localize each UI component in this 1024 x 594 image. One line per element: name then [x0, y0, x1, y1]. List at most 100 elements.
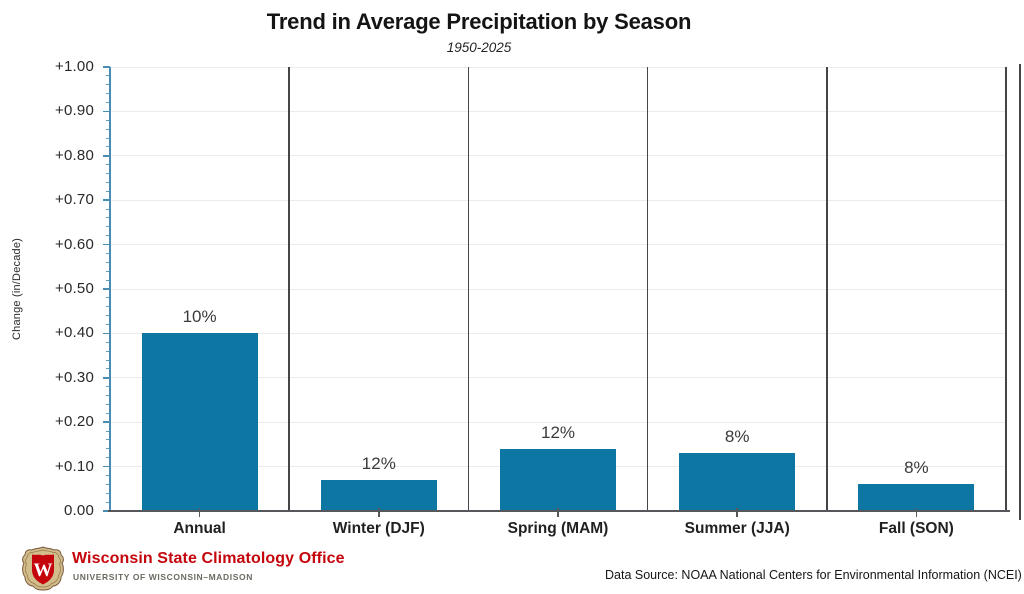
y-minor-tick [106, 395, 110, 397]
x-tick [378, 508, 380, 517]
y-minor-tick [106, 75, 110, 77]
y-minor-tick [106, 341, 110, 343]
x-category-label: Winter (DJF) [332, 520, 425, 537]
category-separator [646, 67, 649, 511]
bar [679, 453, 796, 511]
org-subname: UNIVERSITY OF WISCONSIN–MADISON [73, 572, 253, 582]
y-major-tick [103, 155, 110, 157]
y-minor-tick [106, 350, 110, 352]
footer: W Wisconsin State Climatology Office UNI… [0, 540, 1024, 594]
y-tick-label: +0.70 [55, 191, 94, 209]
y-minor-tick [106, 439, 110, 441]
gridline [110, 288, 1006, 290]
y-major-tick [103, 110, 110, 113]
y-minor-tick [106, 324, 110, 326]
y-major-tick [103, 288, 110, 290]
gridline [110, 155, 1006, 157]
crest-w-letter: W [34, 560, 53, 581]
y-minor-tick [106, 128, 110, 130]
y-minor-tick [106, 137, 110, 139]
gridline [110, 110, 1006, 112]
gridline [110, 199, 1006, 201]
gridline [110, 421, 1006, 423]
y-tick-label: +0.60 [55, 235, 94, 253]
y-major-tick [103, 377, 110, 379]
gridline [110, 66, 1006, 68]
gridline [110, 377, 1006, 379]
category-separator [826, 67, 828, 511]
y-major-tick [103, 421, 110, 423]
org-name: Wisconsin State Climatology Office [72, 550, 345, 567]
category-separator [1005, 67, 1007, 511]
bar [141, 333, 258, 511]
category-separator [467, 67, 470, 511]
y-minor-tick [106, 261, 110, 263]
y-axis-line [109, 67, 111, 511]
plot-right-frame [1019, 64, 1021, 520]
bar [858, 484, 975, 511]
y-tick-label: 0.00 [64, 502, 94, 519]
x-category-label: Annual [173, 520, 226, 537]
y-minor-tick [106, 359, 110, 361]
y-tick-label: +0.80 [55, 146, 94, 164]
y-major-tick [103, 243, 110, 246]
bar-value-label: 8% [904, 458, 929, 478]
y-minor-tick [106, 483, 110, 485]
crest-red-shield [32, 554, 54, 585]
y-minor-tick [106, 457, 110, 459]
x-axis-line [108, 510, 1010, 512]
bar [500, 448, 616, 511]
y-major-tick [103, 510, 110, 512]
y-tick-label: +0.20 [55, 413, 94, 431]
x-category-label: Summer (JJA) [684, 520, 790, 537]
y-minor-tick [106, 93, 110, 95]
y-minor-tick [106, 315, 110, 317]
y-tick-label: +0.90 [55, 102, 94, 120]
y-minor-tick [106, 226, 110, 228]
y-minor-tick [106, 279, 110, 281]
y-minor-tick [106, 146, 110, 148]
x-category-label: Spring (MAM) [507, 520, 609, 537]
y-tick-label: +1.00 [55, 58, 94, 75]
y-tick-label: +0.30 [55, 368, 94, 386]
bar-value-label: 10% [182, 307, 217, 327]
x-tick [198, 508, 201, 517]
chart-subtitle: 1950-2025 [446, 40, 512, 55]
y-major-tick [103, 66, 110, 68]
y-minor-tick [106, 102, 110, 104]
y-minor-tick [106, 448, 110, 450]
y-minor-tick [106, 181, 110, 183]
y-minor-tick [106, 84, 110, 86]
chart-header: Trend in Average Precipitation by Season… [0, 9, 958, 55]
y-tick-label: +0.40 [55, 324, 94, 342]
gridline [110, 332, 1006, 334]
x-tick [915, 508, 918, 517]
category-separator [288, 67, 290, 511]
y-minor-tick [106, 297, 110, 299]
y-tick-label: +0.50 [55, 280, 94, 297]
y-minor-tick [106, 164, 110, 166]
crest-inner-detail [25, 549, 61, 588]
uw-madison-crest-logo: W [22, 546, 64, 591]
bar-value-label: 12% [361, 453, 396, 473]
y-minor-tick [106, 208, 110, 210]
data-source-text: Data Source: NOAA National Centers for E… [605, 568, 1022, 582]
y-major-tick [103, 332, 110, 335]
y-minor-tick [106, 501, 110, 503]
x-category-label: Fall (SON) [878, 520, 954, 537]
y-major-tick [103, 465, 110, 468]
y-minor-tick [106, 173, 110, 175]
y-tick-label: +0.10 [55, 457, 94, 475]
y-minor-tick [106, 190, 110, 192]
y-minor-tick [106, 217, 110, 219]
gridline [110, 244, 1006, 246]
y-minor-tick [106, 252, 110, 254]
y-minor-tick [106, 412, 110, 414]
y-minor-tick [106, 235, 110, 237]
y-major-tick [103, 199, 110, 201]
x-tick [557, 508, 559, 517]
bar-value-label: 12% [540, 422, 576, 442]
y-minor-tick [106, 403, 110, 405]
y-minor-tick [106, 474, 110, 476]
